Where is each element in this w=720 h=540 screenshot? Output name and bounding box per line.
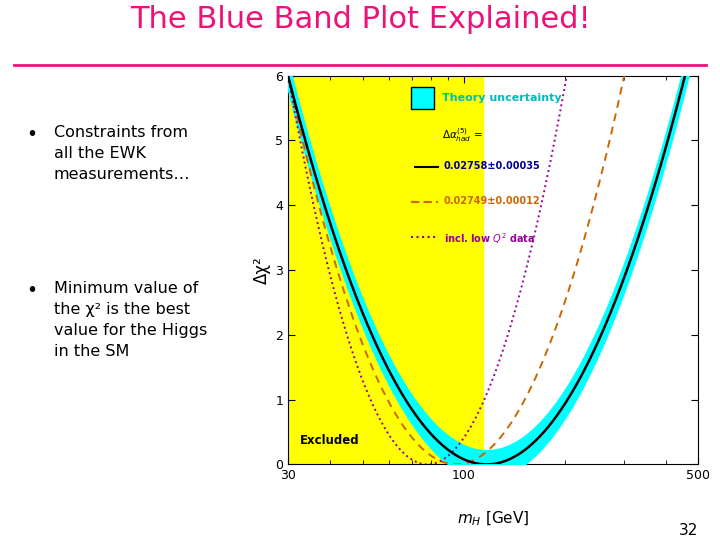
Text: •: •: [27, 281, 37, 300]
Text: Minimum value of
the χ² is the best
value for the Higgs
in the SM: Minimum value of the χ² is the best valu…: [53, 281, 207, 359]
Text: 0.02749±0.00012: 0.02749±0.00012: [444, 196, 541, 206]
Text: Theory uncertainty: Theory uncertainty: [442, 93, 562, 103]
Text: The Blue Band Plot Explained!: The Blue Band Plot Explained!: [130, 5, 590, 34]
Text: 0.02758±0.00035: 0.02758±0.00035: [444, 161, 541, 171]
Text: 32: 32: [679, 523, 698, 538]
Text: $\Delta\alpha_{had}^{(5)}$ =: $\Delta\alpha_{had}^{(5)}$ =: [442, 126, 482, 144]
Text: incl. low $Q^2$ data: incl. low $Q^2$ data: [444, 231, 536, 246]
FancyBboxPatch shape: [411, 87, 433, 109]
Y-axis label: Δχ²: Δχ²: [253, 256, 271, 284]
Text: Excluded: Excluded: [300, 434, 360, 447]
Text: Constraints from
all the EWK
measurements…: Constraints from all the EWK measurement…: [53, 125, 190, 182]
Text: •: •: [27, 125, 37, 144]
Text: $m_H$ [GeV]: $m_H$ [GeV]: [457, 510, 529, 529]
